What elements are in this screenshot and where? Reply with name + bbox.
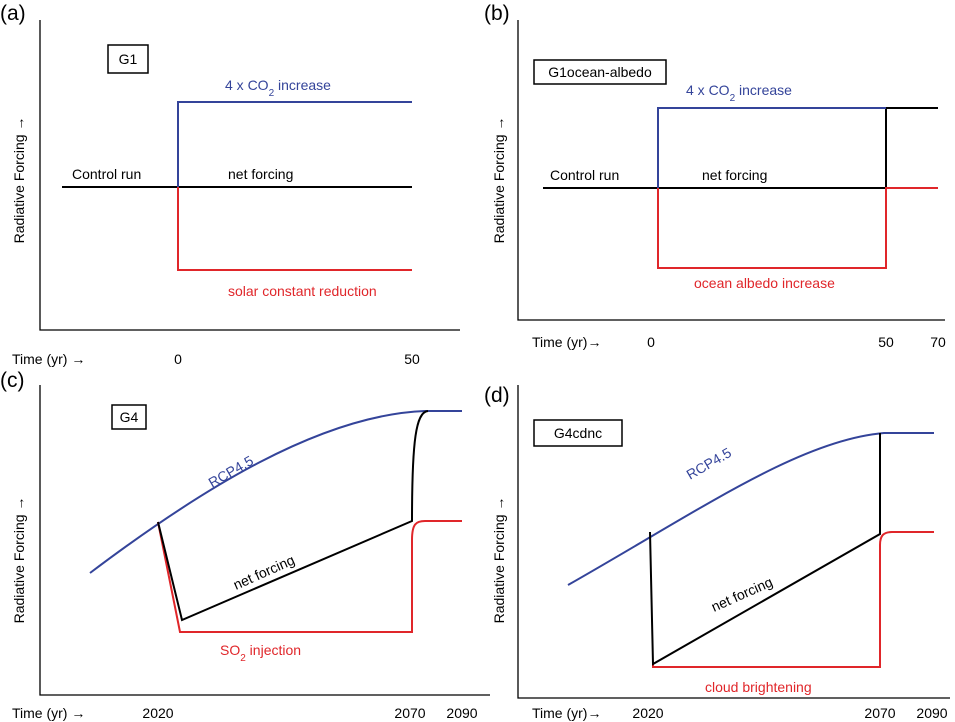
x-tick-label: 2070 [864,705,895,721]
label-part: 4 x CO [225,77,269,93]
label-part: 4 x CO [686,82,730,98]
y-axis-label: Radiative Forcing → [11,117,27,244]
curve-label: net forcing [231,552,297,593]
x-tick-label: 2090 [916,705,947,721]
panel-label: (b) [484,2,510,25]
box-label: G4 [120,409,139,425]
panel-label: (d) [484,384,510,407]
panel-a: (a) G1 Radiative Forcing → Control run n… [0,2,460,367]
rcp-line [89,410,462,574]
cloud-line [652,531,934,668]
net-line [649,433,881,666]
curve-label: 4 x CO2 increase [225,77,331,99]
curve-label: SO2 injection [220,642,301,664]
box [107,44,149,74]
net-line [543,107,938,189]
curve-label: cloud brightening [705,679,812,695]
curve-label: 4 x CO2 increase [686,82,792,104]
x-tick-label: 2090 [446,705,477,721]
x-axis-label: Time (yr) → [12,351,85,367]
net-line [157,410,429,622]
curve-label: Control run [550,167,619,183]
label-part: SO [220,642,240,658]
box-label: G4cdnc [554,425,602,441]
x-tick-label: 2070 [394,705,425,721]
solar-line [177,187,412,271]
label-sub: 2 [240,653,246,664]
curve-label: net forcing [702,167,767,183]
axes [517,20,945,321]
curve-label: RCP4.5 [684,444,735,482]
panel-label: (a) [0,2,26,25]
x-tick-label: 50 [404,351,420,367]
axes [39,385,490,696]
x-tick-label: 0 [647,334,655,350]
panel-b: (b) G1ocean-albedo Radiative Forcing → C… [484,2,946,350]
curve-label: RCP4.5 [206,452,257,490]
x-tick-label: 2020 [142,705,173,721]
curve-label: Control run [72,166,141,182]
panel-c: (c) G4 Radiative Forcing → RCP4.5 net fo… [0,369,490,721]
x-axis-label: Time (yr)→ [532,334,601,350]
x-tick-label: 70 [930,334,946,350]
box [533,419,623,447]
x-tick-label: 0 [174,351,182,367]
label-part: increase [735,82,792,98]
curve-label: ocean albedo increase [694,275,835,291]
rcp-line [567,432,934,586]
albedo-line [657,187,938,269]
box-label: G1ocean-albedo [548,64,652,80]
x-tick-label: 2020 [632,705,663,721]
label-part: increase [274,77,331,93]
curve-label: net forcing [228,166,293,182]
label-sub: 2 [269,88,275,99]
box-label: G1 [119,51,138,67]
label-part: injection [246,642,301,658]
curve-label: net forcing [709,574,775,615]
box [111,404,147,430]
panel-d: (d) G4cdnc Radiative Forcing → RCP4.5 ne… [484,384,950,721]
y-axis-label: Radiative Forcing → [491,117,507,244]
x-tick-label: 50 [878,334,894,350]
y-axis-label: Radiative Forcing → [491,497,507,624]
label-sub: 2 [730,93,736,104]
box [533,59,667,85]
panel-label: (c) [0,369,25,392]
co2-line [657,107,886,188]
x-axis-label: Time (yr)→ [532,705,601,721]
y-axis-label: Radiative Forcing → [11,497,27,624]
axes [517,385,950,699]
axes [39,20,460,331]
so2-line [157,520,462,633]
curve-label: solar constant reduction [228,283,377,299]
co2-line [177,101,412,187]
x-axis-label: Time (yr) → [12,705,85,721]
